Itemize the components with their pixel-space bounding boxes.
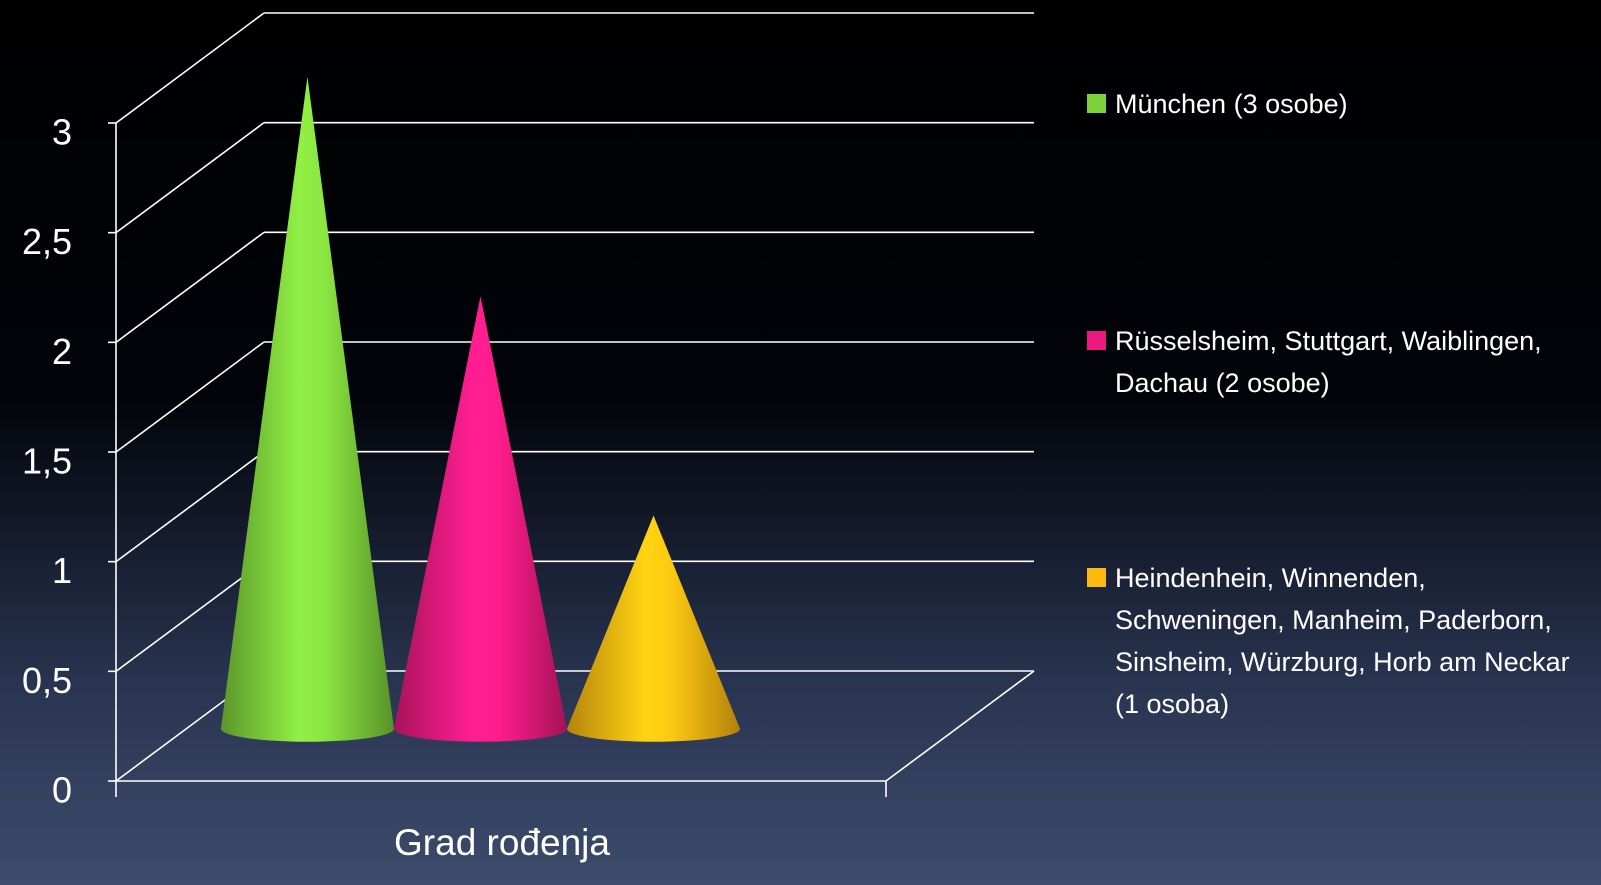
legend-item: Heindenhein, Winnenden, Schweningen, Man…	[1087, 557, 1592, 725]
legend-swatch	[1087, 568, 1106, 587]
cone	[220, 76, 394, 742]
y-tick-label: 3	[52, 112, 72, 153]
grid-line	[115, 341, 265, 453]
y-tick-label: 0	[52, 770, 72, 811]
y-tick-label: 2	[52, 331, 72, 372]
grid-line	[115, 560, 265, 672]
y-tick-label: 1,5	[22, 441, 72, 482]
legend-label: Heindenhein, Winnenden, Schweningen, Man…	[1115, 563, 1570, 719]
cone	[393, 296, 567, 742]
floor-edge	[885, 670, 1035, 782]
cone	[566, 515, 741, 742]
grid-line	[115, 122, 265, 234]
legend-label: München (3 osobe)	[1115, 89, 1348, 119]
y-tick-label: 2,5	[22, 221, 72, 262]
y-tick-label: 0,5	[22, 660, 72, 701]
legend-swatch	[1087, 331, 1106, 350]
legend-swatch	[1087, 94, 1106, 113]
legend-label: Rüsselsheim, Stuttgart, Waiblingen, Dach…	[1115, 326, 1542, 398]
x-axis-title: Grad rođenja	[394, 822, 610, 863]
legend-item: Rüsselsheim, Stuttgart, Waiblingen, Dach…	[1087, 320, 1592, 404]
grid-line	[115, 231, 265, 343]
legend-item: München (3 osobe)	[1087, 83, 1592, 125]
y-tick-label: 1	[52, 550, 72, 591]
grid-line	[115, 12, 265, 124]
grid-line	[115, 451, 265, 563]
